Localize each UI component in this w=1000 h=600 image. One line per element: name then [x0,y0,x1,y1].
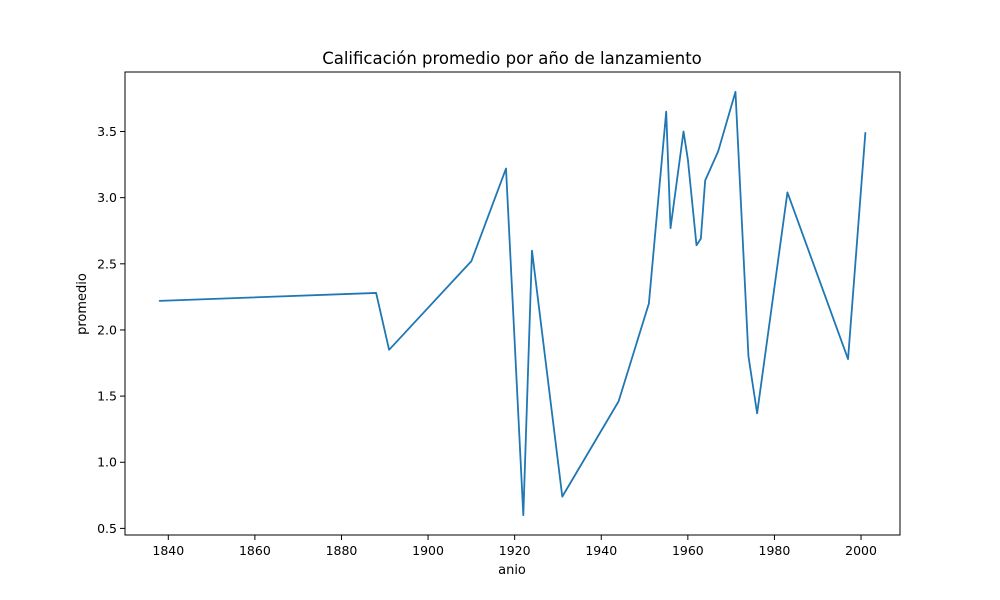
y-tick-label: 1.0 [97,455,117,470]
chart-title: Calificación promedio por año de lanzami… [322,49,702,68]
y-tick-label: 3.0 [97,190,117,205]
y-tick-label: 3.5 [97,124,117,139]
x-axis: 1840 1860 1880 1900 1920 1940 1960 1980 2000 [152,535,877,558]
y-tick-label: 1.5 [97,389,117,404]
x-tick-label: 1940 [585,543,617,558]
plot-area [124,71,901,536]
x-axis-label: anio [498,563,526,578]
x-tick-label: 1880 [326,543,358,558]
x-tick-label: 2000 [845,543,877,558]
series-layer [158,90,867,517]
y-tick-label: 2.5 [97,256,117,271]
x-tick-label: 1980 [759,543,791,558]
x-tick-label: 1840 [152,543,184,558]
y-tick-label: 2.0 [97,322,117,337]
y-axis: 0.5 1.0 1.5 2.0 2.5 3.0 3.5 [97,124,125,536]
x-tick-label: 1860 [239,543,271,558]
y-axis-label: promedio [75,273,90,335]
y-tick-label: 0.5 [97,521,117,536]
x-tick-label: 1960 [672,543,704,558]
x-tick-label: 1900 [412,543,444,558]
series-line [158,90,867,517]
x-tick-label: 1920 [499,543,531,558]
plot-frame [124,71,901,536]
